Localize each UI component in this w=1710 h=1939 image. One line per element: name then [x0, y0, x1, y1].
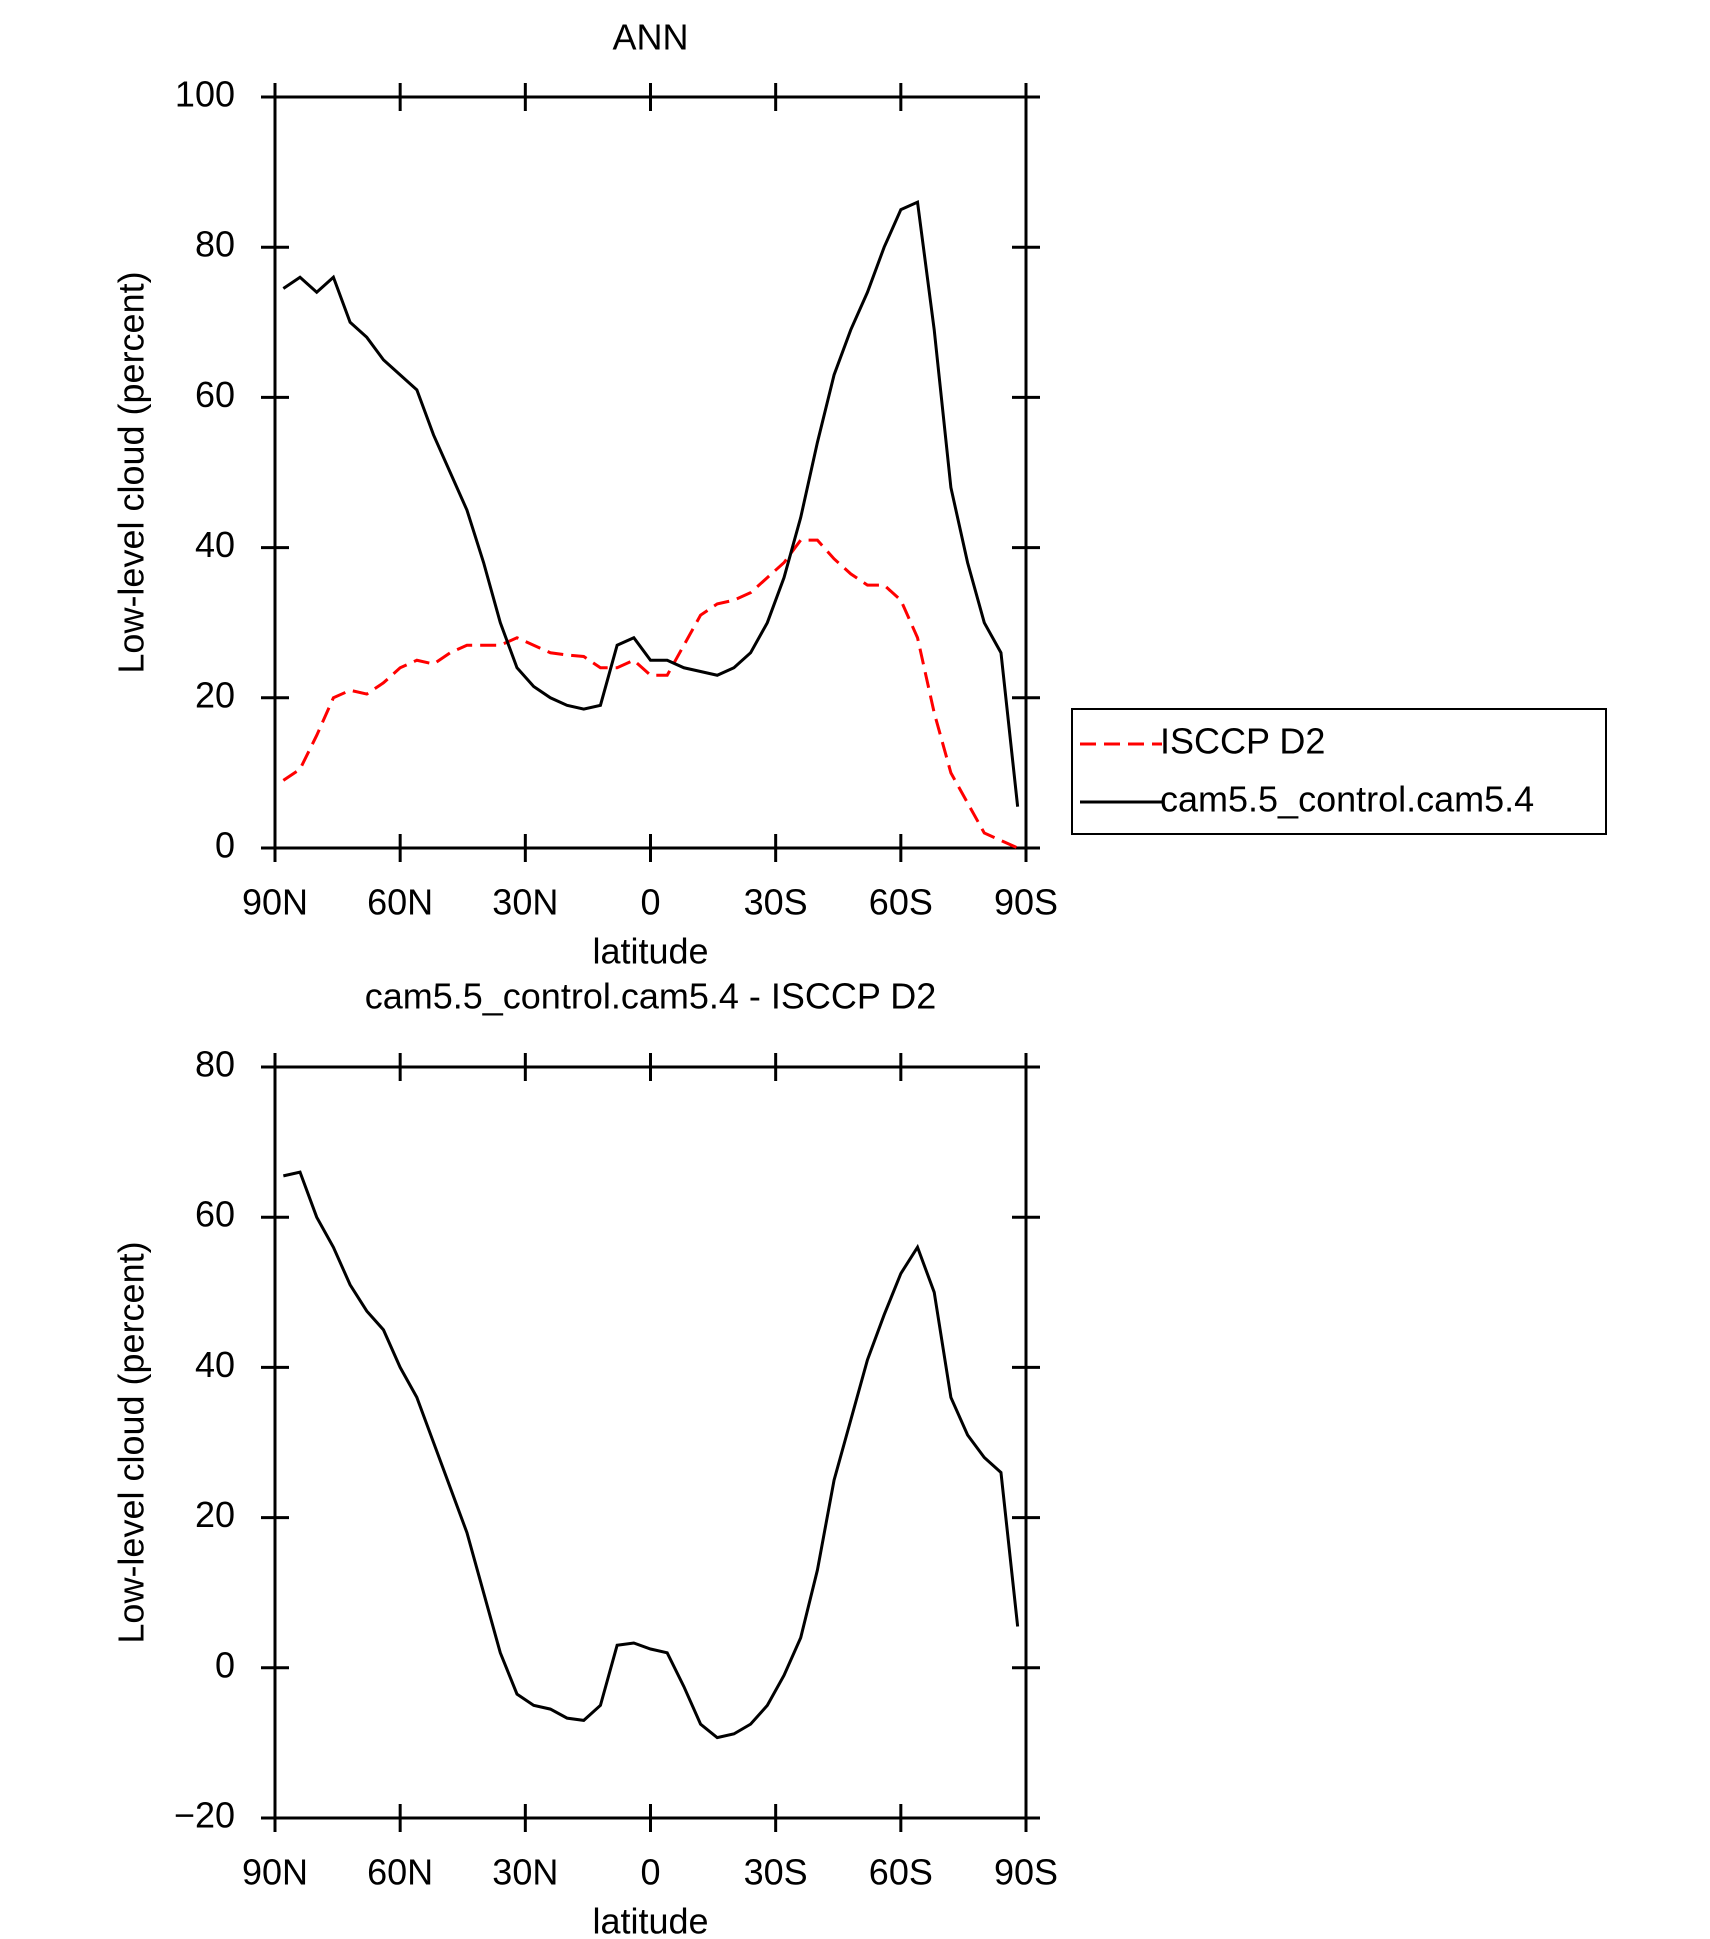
y-tick-label: 40: [195, 1344, 235, 1385]
data-line: [282, 199, 1020, 807]
x-tick-label: 0: [640, 882, 660, 923]
x-tick-label: 60N: [367, 882, 433, 923]
legend-label: cam5.5_control.cam5.4: [1160, 779, 1534, 820]
y-tick-label: 80: [195, 1044, 235, 1085]
x-tick-label: 90N: [242, 1852, 308, 1893]
legend-label: ISCCP D2: [1160, 721, 1325, 762]
legend-box: [1071, 708, 1607, 835]
y-tick-label: 60: [195, 374, 235, 415]
y-axis-label: Low-level cloud (percent): [111, 271, 152, 673]
y-tick-label: 80: [195, 224, 235, 265]
x-tick-label: 90N: [242, 882, 308, 923]
y-tick-label: 0: [215, 1644, 235, 1685]
x-tick-label: 30N: [492, 882, 558, 923]
data-line: [282, 538, 1019, 850]
x-tick-label: 30S: [744, 882, 808, 923]
x-axis-label: latitude: [592, 931, 708, 972]
x-tick-label: 30N: [492, 1852, 558, 1893]
x-tick-label: 90S: [994, 1852, 1058, 1893]
y-tick-label: −20: [174, 1795, 235, 1836]
y-axis-label: Low-level cloud (percent): [111, 1241, 152, 1643]
y-tick-label: 20: [195, 674, 235, 715]
x-tick-label: 90S: [994, 882, 1058, 923]
x-tick-label: 60S: [869, 1852, 933, 1893]
x-tick-label: 60S: [869, 882, 933, 923]
x-axis-label: latitude: [592, 1901, 708, 1939]
y-tick-label: 40: [195, 524, 235, 565]
plot-frame: [273, 1065, 1028, 1820]
y-tick-label: 20: [195, 1494, 235, 1535]
y-tick-label: 100: [175, 74, 235, 115]
data-line: [283, 1170, 1020, 1740]
y-tick-label: 0: [215, 825, 235, 866]
chart-title: cam5.5_control.cam5.4 - ISCCP D2: [365, 976, 937, 1017]
x-tick-label: 60N: [367, 1852, 433, 1893]
y-tick-label: 60: [195, 1194, 235, 1235]
plot-frame: [273, 95, 1028, 850]
x-tick-label: 0: [640, 1852, 660, 1893]
chart-title: ANN: [612, 17, 688, 58]
x-tick-label: 30S: [744, 1852, 808, 1893]
